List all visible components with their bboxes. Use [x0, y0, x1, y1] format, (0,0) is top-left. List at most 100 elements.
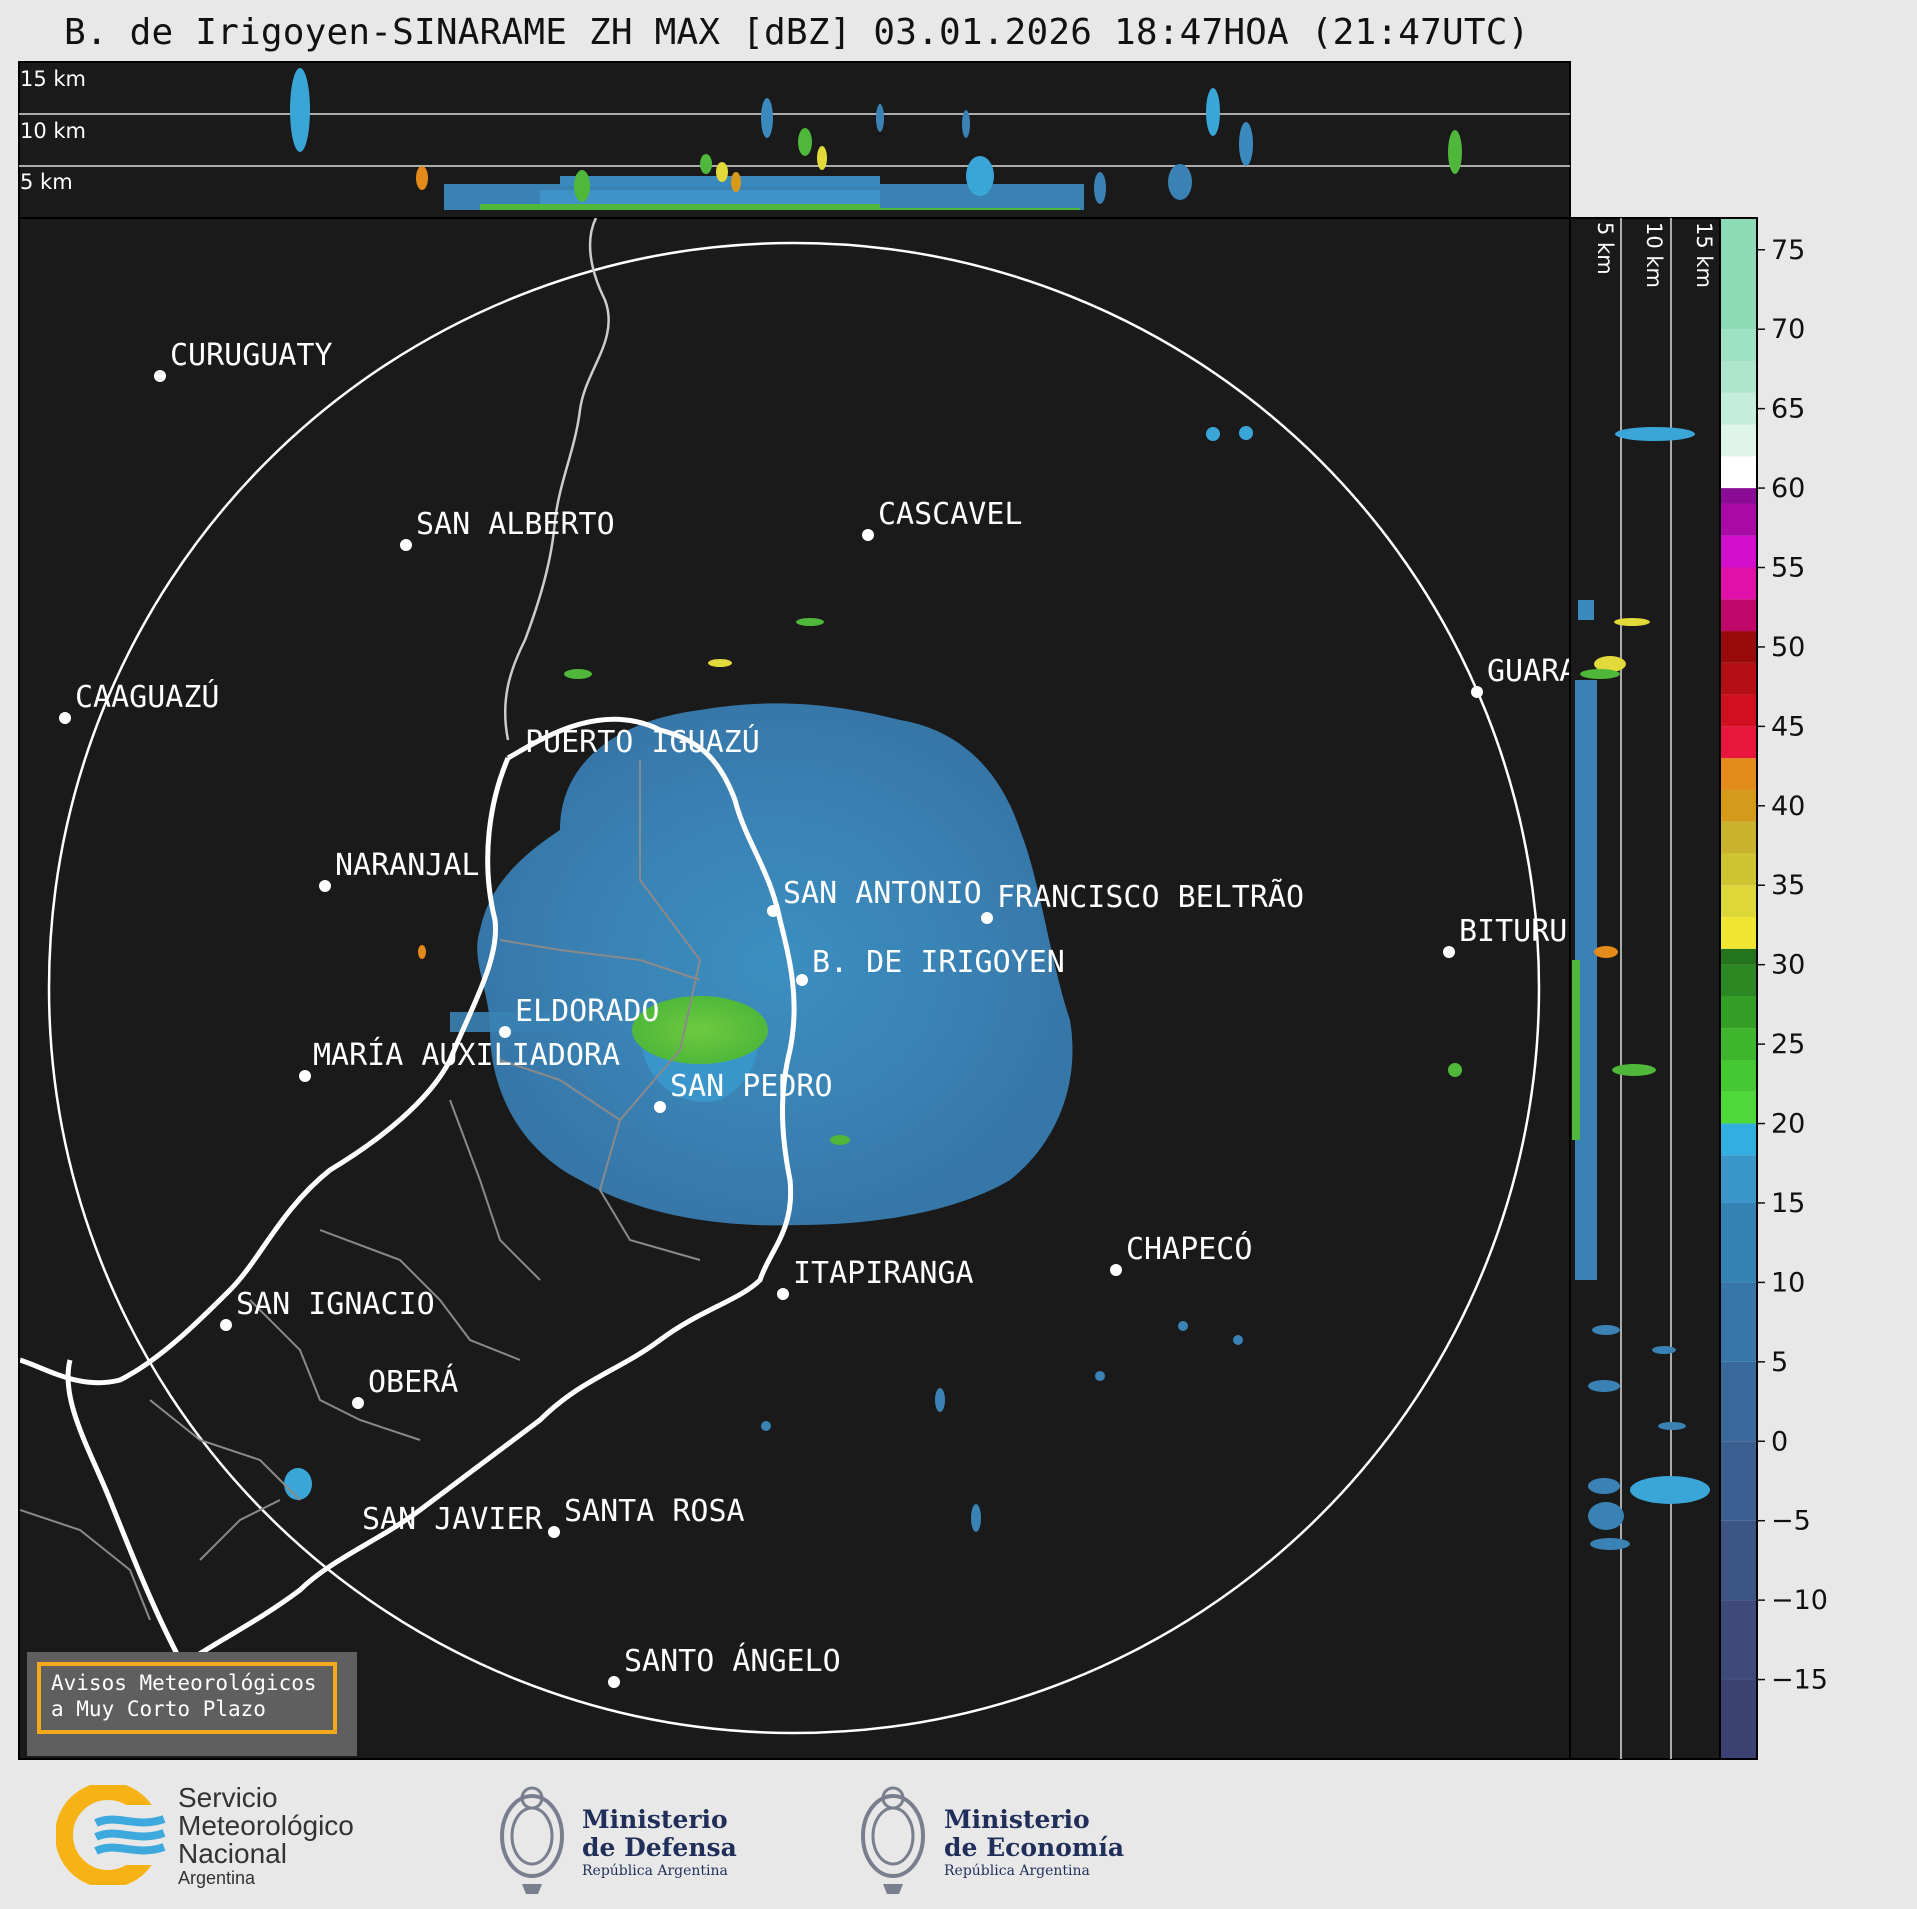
city-marker-bituru — [1443, 946, 1455, 958]
colorbar-band-18 — [1720, 821, 1757, 854]
colorbar-band-1 — [1720, 1600, 1757, 1680]
economia-line-1: Ministerio — [944, 1805, 1090, 1834]
economia-logo-text: Ministerio de Economía República Argenti… — [944, 1806, 1124, 1880]
colorbar-band-28 — [1720, 503, 1757, 536]
city-label-francisco-beltrao: FRANCISCO BELTRÃO — [997, 879, 1304, 915]
colorbar-band-15 — [1720, 917, 1757, 949]
top-alt-label-10: 10 km — [20, 119, 86, 143]
argentina-brazil-border — [188, 716, 797, 1663]
city-label-itapiranga: ITAPIRANGA — [793, 1256, 974, 1291]
radar-echo-area — [284, 426, 1462, 1532]
defensa-logo-text: Ministerio de Defensa República Argentin… — [582, 1806, 737, 1880]
city-marker-santo-angelo — [608, 1676, 620, 1688]
colorbar-tick-label-18: −15 — [1771, 1665, 1828, 1696]
colorbar-band-25 — [1720, 599, 1757, 632]
city-label-san-antonio: SAN ANTONIO — [783, 876, 982, 911]
colorbar-tick-label-0: 75 — [1771, 235, 1805, 266]
notice-line-2: a Muy Corto Plazo — [51, 1697, 266, 1721]
map-title: B. de Irigoyen-SINARAME ZH MAX [dBZ] 03.… — [64, 12, 1530, 53]
warning-notice-frame: Avisos Meteorológicos a Muy Corto Plazo — [37, 1662, 337, 1734]
city-marker-chapeco — [1110, 1264, 1122, 1276]
city-label-bituru: BITURU — [1459, 914, 1567, 949]
economia-line-3: República Argentina — [944, 1863, 1090, 1879]
colorbar-band-19 — [1720, 789, 1757, 822]
colorbar-band-6 — [1720, 1202, 1757, 1283]
colorbar-tick-label-13: 10 — [1771, 1267, 1805, 1298]
colorbar-tick-label-3: 60 — [1771, 473, 1805, 504]
colorbar-band-8 — [1720, 1123, 1757, 1156]
colorbar-band-26 — [1720, 567, 1757, 600]
colorbar-tick-label-15: 0 — [1771, 1426, 1788, 1457]
colorbar-band-10 — [1720, 1059, 1757, 1092]
defensa-line-3: República Argentina — [582, 1863, 728, 1879]
city-marker-cascavel — [862, 529, 874, 541]
colorbar-band-23 — [1720, 662, 1757, 695]
colorbar-band-14 — [1720, 948, 1757, 965]
colorbar-band-0 — [1720, 1679, 1757, 1759]
side-alt-label-10: 10 km — [1642, 222, 1666, 288]
colorbar-band-21 — [1720, 726, 1757, 759]
city-label-santa-rosa: SANTA ROSA — [564, 1494, 745, 1529]
colorbar-band-11 — [1720, 1028, 1757, 1060]
colorbar-band-4 — [1720, 1361, 1757, 1442]
city-marker-san-antonio — [767, 905, 779, 917]
city-label-san-ignacio: SAN IGNACIO — [236, 1287, 435, 1322]
city-marker-san-ignacio — [220, 1319, 232, 1331]
city-label-san-javier: SAN JAVIER — [362, 1502, 544, 1537]
colorbar-tick-label-4: 55 — [1771, 553, 1805, 584]
city-label-obera: OBERÁ — [368, 1364, 458, 1400]
warning-notice-box[interactable]: Avisos Meteorológicos a Muy Corto Plazo — [27, 1652, 357, 1756]
city-label-curuguaty: CURUGUATY — [170, 338, 333, 373]
colorbar-tick-label-9: 30 — [1771, 950, 1805, 981]
defensa-line-1: Ministerio — [582, 1805, 728, 1834]
city-marker-itapiranga — [777, 1288, 789, 1300]
colorbar-tick-label-17: −10 — [1771, 1585, 1828, 1616]
colorbar-band-32 — [1720, 392, 1757, 425]
city-label-caaguazu: CAAGUAZÚ — [75, 678, 220, 715]
defensa-seal-icon — [496, 1774, 568, 1898]
side-alt-label-15: 15 km — [1692, 222, 1716, 288]
city-marker-san-pedro — [654, 1101, 666, 1113]
defensa-line-2: de Defensa — [582, 1833, 737, 1862]
colorbar-tick-label-5: 50 — [1771, 632, 1805, 663]
city-label-san-pedro: SAN PEDRO — [670, 1069, 833, 1104]
top-alt-label-15: 15 km — [20, 67, 86, 91]
colorbar-tick-label-11: 20 — [1771, 1109, 1805, 1140]
colorbar-bands — [1720, 218, 1757, 1759]
top-panel-echoes — [290, 68, 1462, 210]
colorbar-tick-label-6: 45 — [1771, 711, 1805, 742]
colorbar-band-34 — [1720, 329, 1757, 361]
city-marker-caaguazu — [59, 712, 71, 724]
international-border-paraguay — [503, 218, 610, 741]
city-label-naranjal: NARANJAL — [335, 848, 480, 883]
colorbar-tick-label-1: 70 — [1771, 314, 1805, 345]
colorbar-band-31 — [1720, 424, 1757, 457]
city-markers: CURUGUATY SAN ALBERTO CASCAVEL CAAGUAZÚ … — [59, 338, 1570, 1688]
colorbar-band-27 — [1720, 535, 1757, 568]
colorbar-band-35 — [1720, 218, 1757, 330]
city-label-maria-auxiliadora: MARÍA AUXILIADORA — [313, 1037, 620, 1073]
city-marker-francisco-beltrao — [981, 912, 993, 924]
colorbar-band-29 — [1720, 488, 1757, 504]
city-marker-san-alberto — [400, 539, 412, 551]
side-panel-echoes — [1572, 427, 1710, 1550]
city-label-b-de-irigoyen: B. DE IRIGOYEN — [812, 945, 1065, 980]
city-label-puerto-iguazu: PUERTO IGUAZÚ — [525, 723, 760, 760]
city-label-eldorado: ELDORADO — [515, 994, 660, 1029]
argentina-paraguay-border — [20, 757, 511, 1386]
smn-line-3: Nacional — [178, 1838, 287, 1869]
radar-range-ring — [47, 241, 1541, 1735]
plan-view-panel: CURUGUATY SAN ALBERTO CASCAVEL CAAGUAZÚ … — [18, 217, 1571, 1760]
economia-line-2: de Economía — [944, 1833, 1125, 1862]
smn-logo-text: Servicio Meteorológico Nacional Argentin… — [178, 1784, 354, 1889]
colorbar-band-16 — [1720, 885, 1757, 918]
colorbar-band-9 — [1720, 1091, 1757, 1124]
city-label-santo-angelo: SANTO ÁNGELO — [624, 1643, 841, 1679]
colorbar-band-24 — [1720, 631, 1757, 663]
colorbar-tick-label-16: −5 — [1771, 1506, 1811, 1537]
city-label-chapeco: CHAPECÓ — [1126, 1230, 1252, 1267]
colorbar-band-22 — [1720, 694, 1757, 727]
colorbar-band-12 — [1720, 996, 1757, 1029]
